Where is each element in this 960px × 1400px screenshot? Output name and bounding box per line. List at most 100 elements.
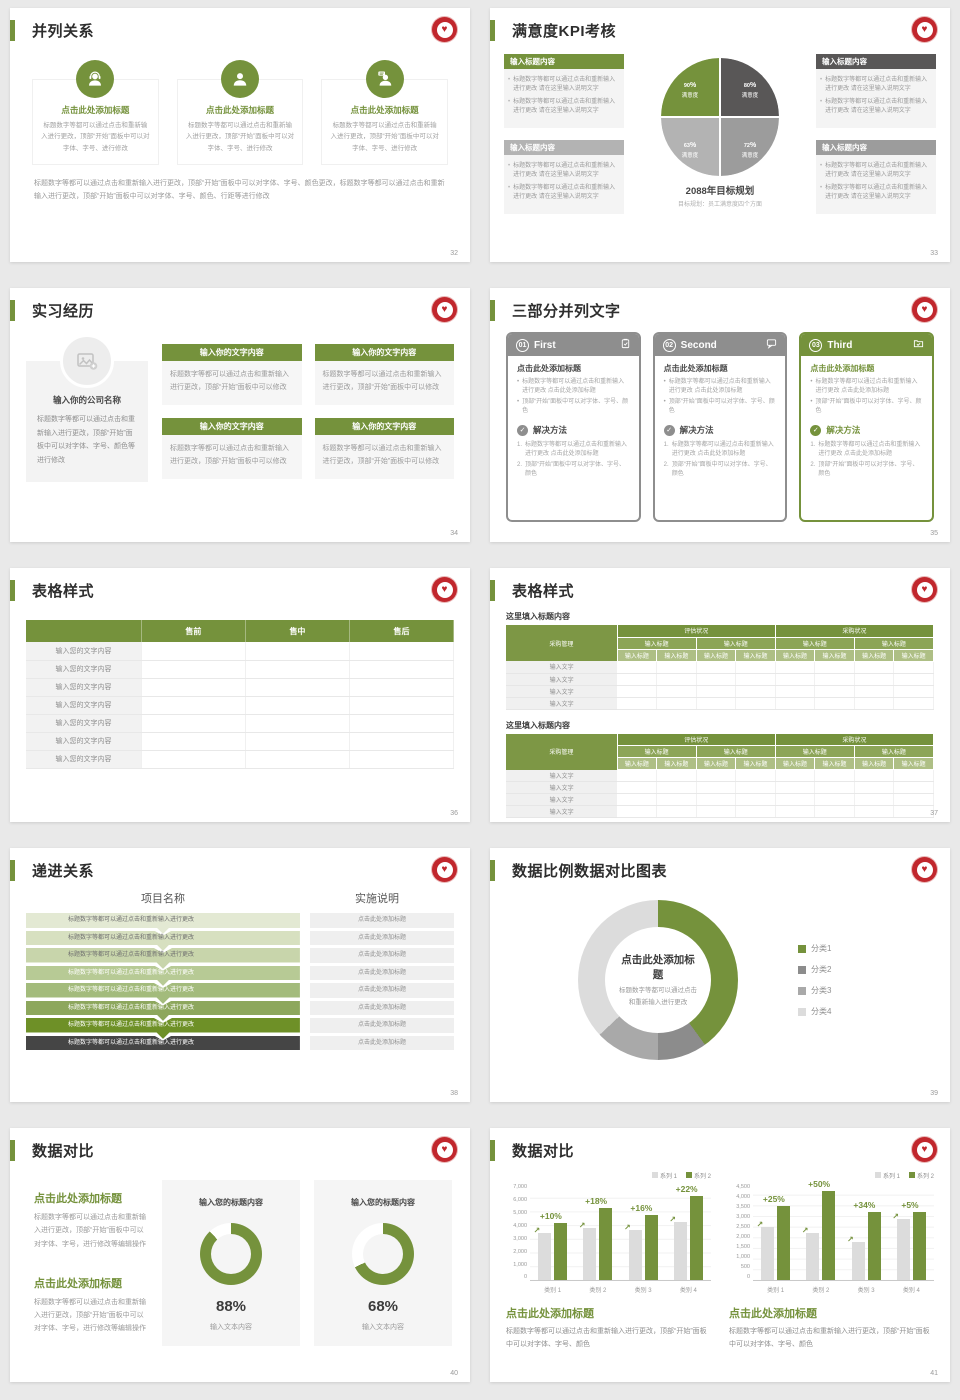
company-body: 标题数字等都可以通过点击和重新输入进行更改，顶部“开始”面板中可以对字体、字号、… [37, 416, 135, 464]
growth-arrow-icon [669, 1215, 676, 1224]
title-accent-bar [490, 20, 495, 41]
progression-row: 标题数字等都可以通过点击和重新输入进行更改 点击此处添加标题 [26, 948, 454, 969]
series1-bar [896, 1218, 910, 1280]
chart-center-subtitle: 目标规划：员工满意度四个方面 [677, 202, 762, 208]
delta-label: +34% [853, 1200, 876, 1211]
empty-cell [141, 660, 246, 679]
company-panel: 输入你的公司名称 标题数字等都可以通过点击和重新输入进行更改，顶部“开始”面板中… [26, 334, 148, 482]
bar-group: +16% [622, 1185, 664, 1280]
bullet-item: 标题数字等都可以通过点击和重新输入进行更改 请在这里输入说明文字 [508, 76, 619, 95]
page-number: 33 [930, 250, 938, 257]
slide-thumbnail-36[interactable]: 表格样式 售前 售中 售后 输入您的文字内容 输入您的文字内容 输入您的文字内容… [10, 568, 470, 822]
empty-cell [141, 714, 246, 733]
series2-bar [867, 1212, 881, 1280]
column-header: 输入标题 [854, 757, 895, 770]
legend-swatch [651, 1172, 658, 1178]
company-name: 输入你的公司名称 [52, 395, 121, 405]
step-number-badge: 02 [662, 338, 676, 352]
box-header: 输入标题内容 [504, 140, 624, 156]
page-number: 39 [930, 1090, 938, 1097]
table-row: 输入您的文字内容 [26, 732, 455, 751]
x-axis-labels: 类别 1 类别 2 类别 3 类别 4 [544, 1288, 697, 1294]
empty-cell [245, 732, 350, 751]
x-axis-labels: 类别 1 类别 2 类别 3 类别 4 [767, 1288, 920, 1294]
delta-label: +25% [762, 1194, 785, 1205]
check-circle-icon [517, 424, 528, 436]
card-heading: 点击此处添加标题 [663, 364, 728, 373]
group-header: 采购状况 [775, 625, 935, 638]
slide-thumbnail-39[interactable]: 数据比例数据对比图表 点击此处添加标题 标题数字等都可以通过点击和重新输入进行更… [490, 848, 950, 1102]
school-logo-icon [912, 17, 937, 42]
row-label: 输入您的文字内容 [26, 660, 142, 679]
slide-title: 满意度KPI考核 [512, 23, 617, 40]
legend-label: 系列 2 [693, 1173, 711, 1180]
column-header: 输入标题 [617, 757, 658, 770]
percent-card: 输入您的标题内容 88% 输入文本内容 [162, 1180, 300, 1346]
note-cell: 点击此处添加标题 [309, 1035, 454, 1050]
bullet-item: 顶部“开始”面板中可以对字体、字号、颜色 [810, 398, 923, 416]
slide-thumbnail-41[interactable]: 数据对比 系列 1 系列 2 7,0006,0005,0004,0003,000… [490, 1128, 950, 1382]
page-number: 41 [930, 1370, 938, 1377]
block-body: 标题数字等都可以通过点击和重新输入进行更改，顶部“开始”面板中可以对字体、字号，… [34, 1214, 146, 1248]
card-header: 输入您的标题内容 [199, 1198, 263, 1207]
legend-label: 系列 1 [659, 1173, 677, 1180]
slide-thumbnail-34[interactable]: 实习经历 输入你的公司名称 标题数字等都可以通过点击和重新输入进行更改，顶部“开… [10, 288, 470, 542]
school-logo-icon [912, 577, 937, 602]
school-logo-icon [432, 857, 457, 882]
page-number: 37 [930, 810, 938, 817]
column-header: 输入标题 [735, 757, 776, 770]
step-item: 标题数字等都可以通过点击和重新输入进行更改 点击此处添加标题 [818, 442, 921, 457]
card-body: 标题数字等都可以通过点击和重新输入进行更改，顶部“开始”面板中可以对字体、字号、… [185, 122, 295, 152]
legend-swatch [874, 1172, 881, 1178]
slide-thumbnail-32[interactable]: 并列关系 点击此处添加标题 标题数字等都可以通过点击和重新输入进行更改，顶部“开… [10, 8, 470, 262]
card-header: 输入你的文字内容 [314, 417, 454, 435]
progress-ring-chart [200, 1223, 262, 1285]
plot-area: +10% +18% +16% [530, 1184, 711, 1281]
empty-cell [349, 714, 455, 733]
pie-segment: 80% 满意度 [721, 58, 779, 116]
step-item: 标题数字等都可以通过点击和重新输入进行更改 点击此处添加标题 [671, 442, 774, 457]
empty-cell [245, 696, 350, 715]
title-accent-bar [490, 580, 495, 601]
numbered-card-third: 03 Third 点击此处添加标题 标题数字等都可以通过点击和重新输入进行更改 … [799, 332, 935, 522]
table-header-row: 售前 售中 售后 [26, 620, 455, 642]
legend-label: 分类2 [811, 965, 832, 974]
card-title: 点击此处添加标题 [61, 105, 130, 115]
slide-header: 数据对比 [10, 1128, 470, 1166]
slide-thumbnail-40[interactable]: 数据对比 点击此处添加标题 标题数字等都可以通过点击和重新输入进行更改，顶部“开… [10, 1128, 470, 1382]
empty-cell [245, 750, 350, 769]
legend-swatch [798, 1007, 806, 1016]
card-body: 标题数字等都可以通过点击和重新输入进行更改，顶部“开始”面板中可以对字体、字号、… [330, 122, 439, 152]
column-title-left: 项目名称 [140, 893, 185, 905]
empty-cell [245, 714, 350, 733]
row-label: 输入文字 [506, 793, 618, 806]
parallel-card: 点击此处添加标题 标题数字等都可以通过点击和重新输入进行更改，顶部“开始”面板中… [321, 60, 449, 166]
column-header: 输入标题 [893, 757, 934, 770]
slide-thumbnail-33[interactable]: 满意度KPI考核 输入标题内容 标题数字等都可以通过点击和重新输入进行更改 请在… [490, 8, 950, 262]
slide-header: 数据比例数据对比图表 [490, 848, 950, 886]
slide-header: 递进关系 [10, 848, 470, 886]
check-circle-icon [663, 424, 675, 436]
card-body: 标题数字等都可以通过点击和重新输入进行更改，顶部“开始”面板中可以修改 [162, 434, 302, 479]
growth-arrow-icon [892, 1212, 899, 1221]
row-label: 输入文字 [506, 805, 618, 818]
series1-bar [761, 1227, 775, 1280]
slide-thumbnail-38[interactable]: 递进关系 项目名称 实施说明 标题数字等都可以通过点击和重新输入进行更改 点击此… [10, 848, 470, 1102]
bar-group: +18% [577, 1185, 619, 1280]
percent-card: 输入您的标题内容 68% 输入文本内容 [314, 1180, 452, 1346]
chart-heading: 点击此处添加标题 [729, 1308, 817, 1320]
row-label: 输入您的文字内容 [26, 750, 142, 769]
step-number-badge: 03 [809, 338, 823, 352]
chat-bubble-icon [766, 336, 777, 354]
slide-thumbnail-35[interactable]: 三部分并列文字 01 First 点击此处添加标题 标题数字等都可以通过点击和重… [490, 288, 950, 542]
step-number-badge: 01 [516, 338, 529, 352]
progression-row: 标题数字等都可以通过点击和重新输入进行更改 点击此处添加标题 [26, 913, 454, 934]
legend-swatch [685, 1172, 692, 1178]
numbered-card-second: 02 Second 点击此处添加标题 标题数字等都可以通过点击和重新输入进行更改… [652, 332, 788, 522]
row-label: 输入文字 [506, 781, 618, 794]
bar-group: +25% [755, 1185, 797, 1280]
slide-title: 数据对比 [32, 1143, 95, 1160]
bullet-item: 标题数字等都可以通过点击和重新输入进行更改 请在这里输入说明文字 [820, 76, 931, 95]
step-name: Second [680, 339, 717, 351]
